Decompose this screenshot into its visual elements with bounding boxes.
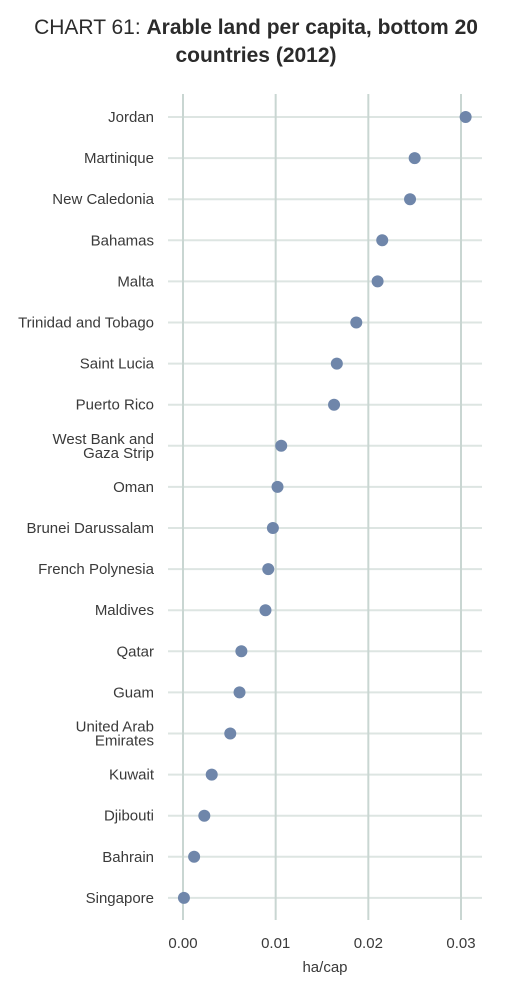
category-label: United Arab Emirates — [76, 719, 154, 750]
category-label: Qatar — [116, 643, 154, 660]
chart-title-prefix: CHART 61: — [34, 16, 147, 39]
category-label: Djibouti — [104, 808, 154, 825]
data-point — [275, 439, 288, 452]
category-label: Puerto Rico — [76, 397, 154, 414]
category-label: Kuwait — [109, 767, 155, 784]
category-label: Jordan — [108, 109, 154, 126]
data-point — [259, 604, 272, 617]
chart-title-text: Arable land per capita, bottom 20 countr… — [146, 16, 478, 67]
data-point — [224, 727, 237, 740]
data-point — [188, 850, 201, 863]
category-label: Bahrain — [102, 849, 154, 866]
category-label-line: Emirates — [95, 733, 154, 750]
grid-layer — [168, 94, 482, 920]
category-label: Singapore — [86, 890, 154, 907]
data-point — [459, 111, 472, 123]
data-point — [235, 645, 248, 658]
x-tick-label: 0.02 — [354, 935, 383, 952]
category-label-line: Gaza Strip — [83, 445, 154, 462]
category-label: Saint Lucia — [80, 356, 155, 373]
category-label: Trinidad and Tobago — [18, 315, 154, 332]
category-label: Guam — [113, 684, 154, 701]
x-tick-label: 0.03 — [446, 935, 475, 952]
data-point — [371, 275, 384, 288]
points-layer — [177, 111, 472, 904]
category-label: Brunei Darussalam — [26, 520, 154, 537]
x-tick-label: 0.00 — [168, 935, 197, 952]
category-label-line: United Arab — [76, 719, 154, 736]
category-label: Malta — [117, 273, 154, 290]
data-point — [233, 686, 246, 699]
category-label: Maldives — [95, 602, 154, 619]
x-axis-title: ha/cap — [302, 959, 347, 976]
data-point — [404, 193, 417, 206]
category-label-line: West Bank and — [53, 431, 154, 448]
data-point — [205, 768, 218, 781]
category-label: West Bank and Gaza Strip — [53, 431, 154, 462]
category-labels: Jordan Martinique New Caledonia Bahamas Malt… — [18, 109, 155, 907]
data-point — [271, 480, 284, 493]
data-point — [198, 809, 211, 822]
data-point — [177, 891, 190, 904]
data-point — [376, 234, 389, 247]
category-label: Martinique — [84, 150, 154, 167]
data-point — [262, 563, 275, 576]
category-label: New Caledonia — [52, 191, 154, 208]
category-label: Bahamas — [91, 232, 154, 249]
data-point — [350, 316, 363, 329]
data-point — [330, 357, 343, 370]
data-point — [328, 398, 341, 411]
data-point — [408, 152, 421, 165]
x-tick-labels: 0.00 0.01 0.02 0.03 — [168, 935, 475, 952]
category-label: French Polynesia — [38, 561, 155, 578]
chart-title: CHART 61: Arable land per capita, bottom… — [0, 14, 512, 70]
data-point — [266, 522, 279, 534]
category-label: Oman — [113, 479, 154, 496]
x-tick-label: 0.01 — [261, 935, 290, 952]
